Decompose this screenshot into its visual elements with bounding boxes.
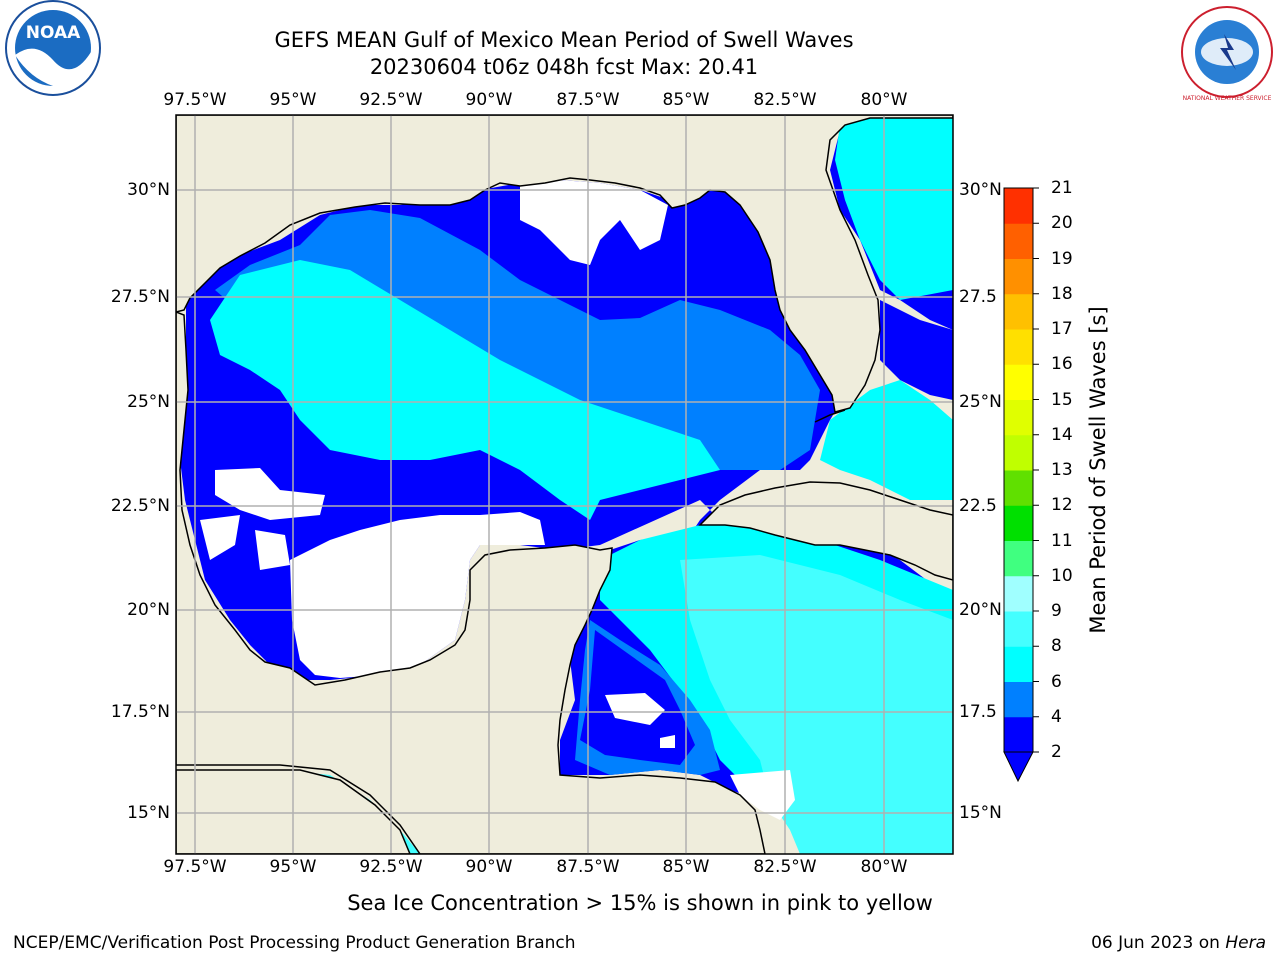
colorbar-cell (1004, 716, 1033, 753)
left-tick-label: 25°N (127, 392, 170, 412)
colorbar-cell (1004, 364, 1033, 400)
top-tick-label: 92.5°W (359, 90, 423, 110)
bottom-tick-label: 95°W (269, 857, 317, 877)
land-florida-keys (814, 409, 846, 423)
bottom-tick-label: 82.5°W (753, 857, 817, 877)
right-tick-label: 22.5 (959, 496, 997, 516)
colorbar-cell (1004, 611, 1033, 647)
nws-logo: NATIONAL WEATHER SERVICE (1181, 6, 1273, 102)
colorbar-cell (1004, 646, 1033, 682)
bottom-tick-label: 80°W (860, 857, 908, 877)
top-tick-label: 97.5°W (163, 90, 227, 110)
colorbar-tick-label: 12 (1051, 495, 1073, 516)
graticule (176, 115, 953, 854)
no-data-caribbean-hole (605, 693, 675, 748)
left-tick-label: 22.5°N (110, 496, 170, 516)
right-tick-label: 20°N (959, 600, 1002, 620)
footer-date: 06 Jun 2023 on Hera (1091, 933, 1266, 953)
colorbar-tick-label: 8 (1051, 636, 1062, 657)
map-frame (175, 114, 954, 855)
left-tick-label: 15°N (127, 803, 170, 823)
colorbar-tick-label: 13 (1051, 460, 1073, 480)
nws-logo-text: NATIONAL WEATHER SERVICE (1183, 95, 1272, 102)
colorbar-tick-label: 17 (1051, 319, 1073, 339)
colorbar-tick-label: 20 (1051, 213, 1073, 234)
right-tick-label: 15°N (959, 803, 1002, 823)
colorbar-cell (1004, 293, 1033, 330)
colorbar-cell (1004, 470, 1033, 506)
no-data-west-gulf (290, 512, 545, 678)
top-tick-label: 85°W (662, 90, 710, 110)
top-tick-label: 80°W (860, 90, 908, 110)
left-tick-label: 20°N (127, 600, 170, 620)
colorbar-cell (1004, 329, 1033, 365)
gulf-swell-field-inner (210, 260, 720, 520)
bottom-tick-label: 90°W (465, 857, 513, 877)
top-tick-label: 87.5°W (556, 90, 620, 110)
colorbar-tick-label: 4 (1051, 706, 1062, 727)
no-data-north-gulf (520, 180, 668, 265)
colorbar-tick-label: 18 (1051, 283, 1073, 304)
colorbar-cell (1004, 258, 1033, 295)
colorbar-tick-label: 9 (1051, 601, 1062, 621)
sea-ice-note: Sea Ice Concentration > 15% is shown in … (347, 891, 933, 915)
colorbar-tick-label: 15 (1051, 389, 1073, 410)
footer-host: Hera (1225, 933, 1266, 953)
chart-title: GEFS MEAN Gulf of Mexico Mean Period of … (274, 28, 854, 52)
colorbar (1003, 187, 1039, 783)
map-plot-area (176, 115, 953, 854)
bahamas-swell-field (880, 300, 953, 400)
colorbar-tick-label: 10 (1051, 565, 1073, 586)
atlantic-swell-field (835, 118, 953, 300)
colorbar-tick-label: 2 (1051, 742, 1062, 762)
left-tick-label: 17.5°N (110, 702, 170, 722)
bottom-tick-label: 85°W (662, 857, 710, 877)
left-tick-label: 27.5°N (110, 287, 170, 307)
gulf-swell-field-mid (215, 210, 820, 470)
colorbar-cell (1004, 223, 1033, 259)
colorbar-tick-label: 14 (1051, 424, 1073, 445)
chart-subtitle: 20230604 t06z 048h fcst Max: 20.41 (369, 55, 759, 79)
bottom-tick-label: 97.5°W (163, 857, 227, 877)
colorbar-cell (1004, 505, 1033, 541)
bottom-tick-label: 92.5°W (359, 857, 423, 877)
colorbar-tick-label: 11 (1051, 530, 1073, 551)
colorbar-tick-label: 16 (1051, 354, 1073, 375)
colorbar-cell (1004, 399, 1033, 436)
colorbar-cell (1004, 575, 1033, 612)
footer-credit: NCEP/EMC/Verification Post Processing Pr… (13, 933, 576, 953)
noaa-logo: NOAA (5, 0, 101, 96)
left-tick-label: 30°N (127, 180, 170, 200)
top-tick-label: 90°W (465, 90, 513, 110)
bottom-tick-label: 87.5°W (556, 857, 620, 877)
right-tick-label: 17.5 (959, 702, 997, 722)
colorbar-title: Mean Period of Swell Waves [s] (1086, 306, 1110, 634)
colorbar-tick-label: 6 (1051, 671, 1062, 692)
right-tick-label: 25°N (959, 392, 1002, 412)
colorbar-tick-label: 19 (1051, 248, 1073, 269)
colorbar-cell (1004, 681, 1033, 718)
top-tick-label: 82.5°W (753, 90, 817, 110)
top-tick-label: 95°W (269, 90, 317, 110)
right-tick-label: 27.5 (959, 287, 997, 307)
right-tick-label: 30°N (959, 180, 1002, 200)
colorbar-cell (1004, 188, 1033, 224)
no-data-honduras-coast (730, 770, 795, 820)
straits-swell-field (820, 380, 953, 500)
colorbar-cell (1004, 434, 1033, 471)
noaa-logo-text: NOAA (26, 23, 81, 43)
colorbar-tick-label: 21 (1051, 178, 1073, 198)
footer-date-text: 06 Jun 2023 on (1091, 933, 1226, 953)
colorbar-cell (1004, 540, 1033, 577)
colorbar-extend-arrow (1003, 751, 1034, 783)
